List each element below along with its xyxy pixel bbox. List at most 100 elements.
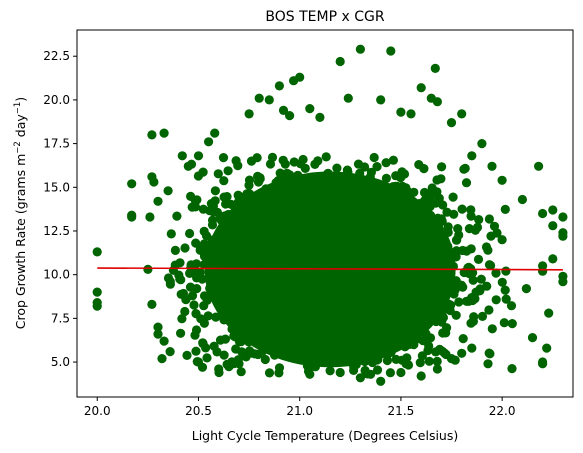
chart-title: BOS TEMP x CGR <box>265 9 384 25</box>
data-point <box>145 212 155 222</box>
data-point <box>368 187 378 198</box>
data-point <box>269 245 279 255</box>
data-point <box>275 281 285 291</box>
data-point <box>412 329 422 339</box>
data-point <box>376 348 386 358</box>
data-point <box>215 269 226 279</box>
data-point <box>180 243 190 253</box>
data-point <box>257 346 268 356</box>
y-tick-label: 22.5 <box>43 49 70 63</box>
x-tick-label: 20.0 <box>84 404 111 418</box>
data-point <box>228 259 238 269</box>
data-point <box>287 236 297 246</box>
data-point <box>491 268 501 278</box>
data-point <box>283 346 293 356</box>
data-point <box>406 109 416 119</box>
data-point <box>280 303 290 313</box>
data-point <box>335 56 345 67</box>
data-point <box>201 343 211 353</box>
data-point <box>147 130 157 140</box>
data-point <box>191 309 201 319</box>
data-point <box>342 165 352 175</box>
data-point <box>442 207 452 217</box>
data-point <box>236 208 246 218</box>
data-point <box>343 266 353 276</box>
data-point <box>349 201 359 211</box>
data-point <box>354 296 364 307</box>
y-axis-label-end: ) <box>13 97 28 102</box>
x-tick-label: 21.5 <box>388 404 415 418</box>
data-point <box>197 362 208 372</box>
data-point <box>254 93 264 103</box>
data-point <box>163 273 174 283</box>
data-point <box>223 166 233 176</box>
data-point <box>215 213 226 223</box>
data-point <box>421 191 431 202</box>
data-point <box>92 247 102 257</box>
data-point <box>331 282 341 292</box>
data-point <box>373 244 383 255</box>
data-point <box>372 365 383 375</box>
data-point <box>485 349 495 359</box>
data-point <box>374 302 385 313</box>
data-point <box>448 252 458 262</box>
data-point <box>421 272 431 282</box>
data-point <box>548 254 558 264</box>
data-point <box>291 217 301 227</box>
data-point <box>395 305 405 315</box>
data-point <box>299 224 309 234</box>
data-point <box>234 359 244 369</box>
data-point <box>390 293 400 303</box>
data-point <box>372 340 383 350</box>
data-point <box>436 174 446 184</box>
data-point <box>297 174 307 184</box>
data-point <box>538 357 548 367</box>
data-point <box>364 308 374 318</box>
data-point <box>215 335 226 345</box>
data-point <box>266 310 276 320</box>
data-point <box>416 83 426 93</box>
x-axis-label: Light Cycle Temperature (Degrees Celsius… <box>192 428 459 443</box>
data-point <box>329 265 339 275</box>
data-point <box>449 289 459 299</box>
data-point <box>325 366 335 376</box>
data-point <box>375 325 385 335</box>
data-point <box>182 350 192 360</box>
data-point <box>209 341 219 351</box>
data-points <box>92 44 568 386</box>
y-tick-label: 20.0 <box>43 93 70 107</box>
data-point <box>348 241 358 251</box>
data-point <box>336 201 346 211</box>
data-point <box>359 281 370 291</box>
data-point <box>464 296 474 306</box>
data-point <box>180 306 190 317</box>
data-point <box>219 192 229 202</box>
data-point <box>264 95 274 105</box>
data-point <box>457 204 467 214</box>
data-point <box>242 280 252 291</box>
data-point <box>360 265 370 275</box>
data-point <box>443 227 453 237</box>
data-point <box>250 349 260 359</box>
data-point <box>381 158 391 168</box>
data-point <box>360 162 370 172</box>
data-point <box>298 154 308 165</box>
data-point <box>534 161 544 171</box>
data-point <box>239 235 249 246</box>
data-point <box>359 241 369 251</box>
data-point <box>412 218 422 229</box>
data-point <box>283 310 293 320</box>
data-point <box>252 153 262 163</box>
data-point <box>457 109 467 119</box>
data-point <box>324 241 334 251</box>
data-point <box>428 299 438 309</box>
data-point <box>417 310 428 320</box>
data-point <box>240 319 251 329</box>
data-point <box>394 213 404 223</box>
data-point <box>92 301 102 311</box>
data-point <box>363 273 373 283</box>
data-point <box>458 282 468 292</box>
data-point <box>438 293 448 303</box>
data-point <box>391 263 401 273</box>
data-point <box>301 243 311 253</box>
